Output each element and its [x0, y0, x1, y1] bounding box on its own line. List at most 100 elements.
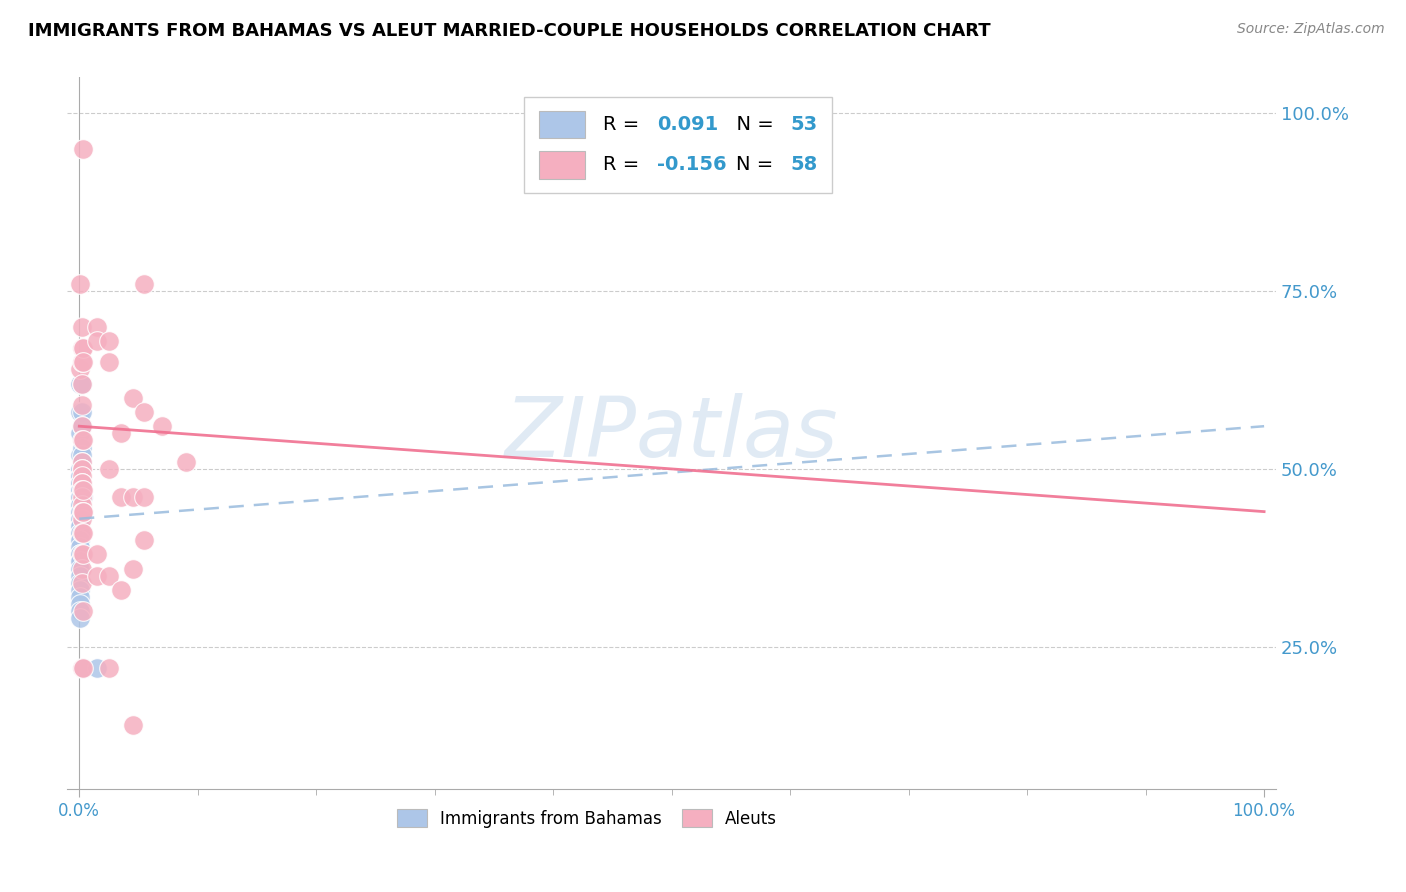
Point	[69, 426, 91, 441]
Point	[70, 462, 93, 476]
Point	[69, 491, 91, 505]
Point	[70, 483, 93, 498]
Point	[69, 582, 91, 597]
Point	[69, 526, 91, 541]
Text: Source: ZipAtlas.com: Source: ZipAtlas.com	[1237, 22, 1385, 37]
Point	[69, 362, 91, 376]
Point	[72, 505, 94, 519]
Point	[97, 661, 120, 675]
Point	[69, 540, 91, 554]
Point	[69, 376, 91, 391]
Point	[69, 491, 91, 505]
Point	[69, 604, 91, 618]
Point	[70, 441, 93, 455]
FancyBboxPatch shape	[524, 97, 832, 194]
Point	[69, 469, 91, 483]
Bar	[538, 111, 585, 138]
Point	[69, 519, 91, 533]
Point	[70, 376, 93, 391]
Point	[70, 476, 93, 491]
Point	[69, 462, 91, 476]
Point	[70, 483, 93, 498]
Point	[70, 526, 93, 541]
Point	[69, 547, 91, 561]
Point	[174, 455, 197, 469]
Point	[69, 277, 91, 291]
Point	[86, 334, 108, 348]
Point	[70, 498, 93, 512]
Text: 58: 58	[790, 155, 817, 175]
Point	[69, 483, 91, 498]
Point	[72, 526, 94, 541]
Point	[70, 661, 93, 675]
Text: 53: 53	[790, 115, 817, 134]
Point	[72, 491, 94, 505]
Point	[110, 582, 132, 597]
Point	[70, 455, 93, 469]
Point	[86, 547, 108, 561]
Point	[121, 561, 143, 575]
Point	[134, 533, 156, 547]
Point	[69, 590, 91, 604]
Point	[72, 483, 94, 498]
Point	[72, 661, 94, 675]
Point	[97, 568, 120, 582]
Point	[70, 448, 93, 462]
Point	[70, 405, 93, 419]
Point	[134, 277, 156, 291]
Bar	[538, 152, 585, 178]
Point	[70, 491, 93, 505]
Point	[70, 319, 93, 334]
Point	[70, 476, 93, 491]
Point	[70, 355, 93, 369]
Point	[69, 547, 91, 561]
Point	[70, 462, 93, 476]
Point	[72, 142, 94, 156]
Text: R =: R =	[603, 115, 645, 134]
Point	[69, 469, 91, 483]
Point	[72, 547, 94, 561]
Text: IMMIGRANTS FROM BAHAMAS VS ALEUT MARRIED-COUPLE HOUSEHOLDS CORRELATION CHART: IMMIGRANTS FROM BAHAMAS VS ALEUT MARRIED…	[28, 22, 991, 40]
Point	[134, 491, 156, 505]
Point	[69, 554, 91, 568]
Point	[69, 554, 91, 568]
Point	[69, 405, 91, 419]
Point	[69, 498, 91, 512]
Text: ZIPatlas: ZIPatlas	[505, 392, 838, 474]
Point	[72, 341, 94, 355]
Point	[69, 512, 91, 526]
Point	[69, 505, 91, 519]
Point	[110, 491, 132, 505]
Point	[69, 561, 91, 575]
Point	[69, 498, 91, 512]
Point	[97, 462, 120, 476]
Point	[70, 419, 93, 434]
Point	[70, 376, 93, 391]
Point	[97, 355, 120, 369]
Point	[70, 512, 93, 526]
Point	[69, 526, 91, 541]
Point	[69, 483, 91, 498]
Point	[70, 462, 93, 476]
Point	[70, 419, 93, 434]
Point	[69, 575, 91, 590]
Point	[70, 505, 93, 519]
Text: N =: N =	[724, 115, 780, 134]
Point	[69, 476, 91, 491]
Point	[69, 568, 91, 582]
Point	[97, 334, 120, 348]
Point	[69, 597, 91, 611]
Point	[72, 604, 94, 618]
Point	[69, 512, 91, 526]
Point	[70, 575, 93, 590]
Legend: Immigrants from Bahamas, Aleuts: Immigrants from Bahamas, Aleuts	[391, 803, 785, 834]
Point	[70, 561, 93, 575]
Point	[70, 476, 93, 491]
Point	[121, 391, 143, 405]
Point	[72, 661, 94, 675]
Text: 0.091: 0.091	[657, 115, 718, 134]
Point	[86, 319, 108, 334]
Point	[86, 568, 108, 582]
Point	[69, 505, 91, 519]
Text: R =: R =	[603, 155, 645, 175]
